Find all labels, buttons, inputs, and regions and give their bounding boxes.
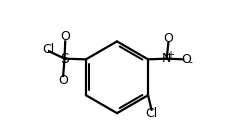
Text: Cl: Cl xyxy=(145,107,158,120)
Text: Cl: Cl xyxy=(42,43,54,56)
Text: O: O xyxy=(60,30,70,43)
Text: -: - xyxy=(188,57,192,67)
Text: O: O xyxy=(58,74,68,87)
Text: O: O xyxy=(163,32,173,45)
Text: S: S xyxy=(60,52,69,66)
Text: +: + xyxy=(166,50,174,60)
Text: O: O xyxy=(181,53,191,66)
Text: N: N xyxy=(162,52,171,65)
